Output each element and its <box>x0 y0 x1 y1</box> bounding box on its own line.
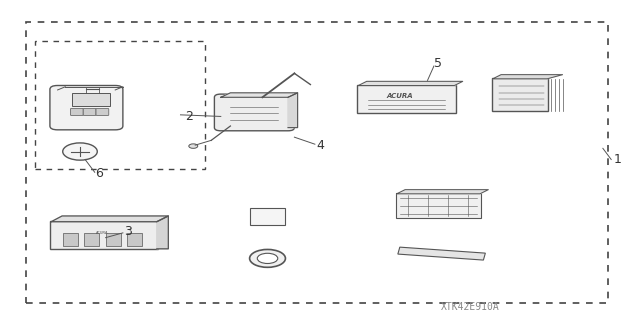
Polygon shape <box>157 216 168 249</box>
Circle shape <box>189 144 198 148</box>
FancyBboxPatch shape <box>70 108 83 115</box>
Bar <box>26 22 608 303</box>
Polygon shape <box>250 208 285 226</box>
Polygon shape <box>51 216 168 222</box>
Text: 6: 6 <box>95 167 103 180</box>
FancyBboxPatch shape <box>214 94 294 131</box>
Circle shape <box>257 253 278 263</box>
Circle shape <box>250 249 285 267</box>
FancyBboxPatch shape <box>357 85 456 113</box>
Polygon shape <box>398 247 485 260</box>
Polygon shape <box>397 189 488 194</box>
Polygon shape <box>288 93 298 128</box>
Text: XTK42E910A: XTK42E910A <box>441 302 500 312</box>
Text: 3: 3 <box>124 225 132 238</box>
Text: 1: 1 <box>614 153 621 166</box>
Polygon shape <box>358 81 463 85</box>
FancyBboxPatch shape <box>127 233 142 246</box>
FancyBboxPatch shape <box>72 93 110 106</box>
FancyBboxPatch shape <box>63 233 78 246</box>
Polygon shape <box>221 93 298 97</box>
Circle shape <box>63 143 97 160</box>
Bar <box>35 41 205 169</box>
Text: 4: 4 <box>316 139 324 152</box>
FancyBboxPatch shape <box>396 193 481 218</box>
FancyBboxPatch shape <box>50 221 158 249</box>
Polygon shape <box>493 75 563 79</box>
Text: 5: 5 <box>435 57 442 70</box>
Text: 2: 2 <box>185 110 193 123</box>
Text: ACURA: ACURA <box>96 231 109 235</box>
FancyBboxPatch shape <box>84 233 99 246</box>
FancyBboxPatch shape <box>96 108 109 115</box>
FancyBboxPatch shape <box>83 108 96 115</box>
FancyBboxPatch shape <box>492 78 548 111</box>
FancyBboxPatch shape <box>106 233 121 246</box>
FancyBboxPatch shape <box>50 85 123 130</box>
Text: ACURA: ACURA <box>387 93 413 99</box>
